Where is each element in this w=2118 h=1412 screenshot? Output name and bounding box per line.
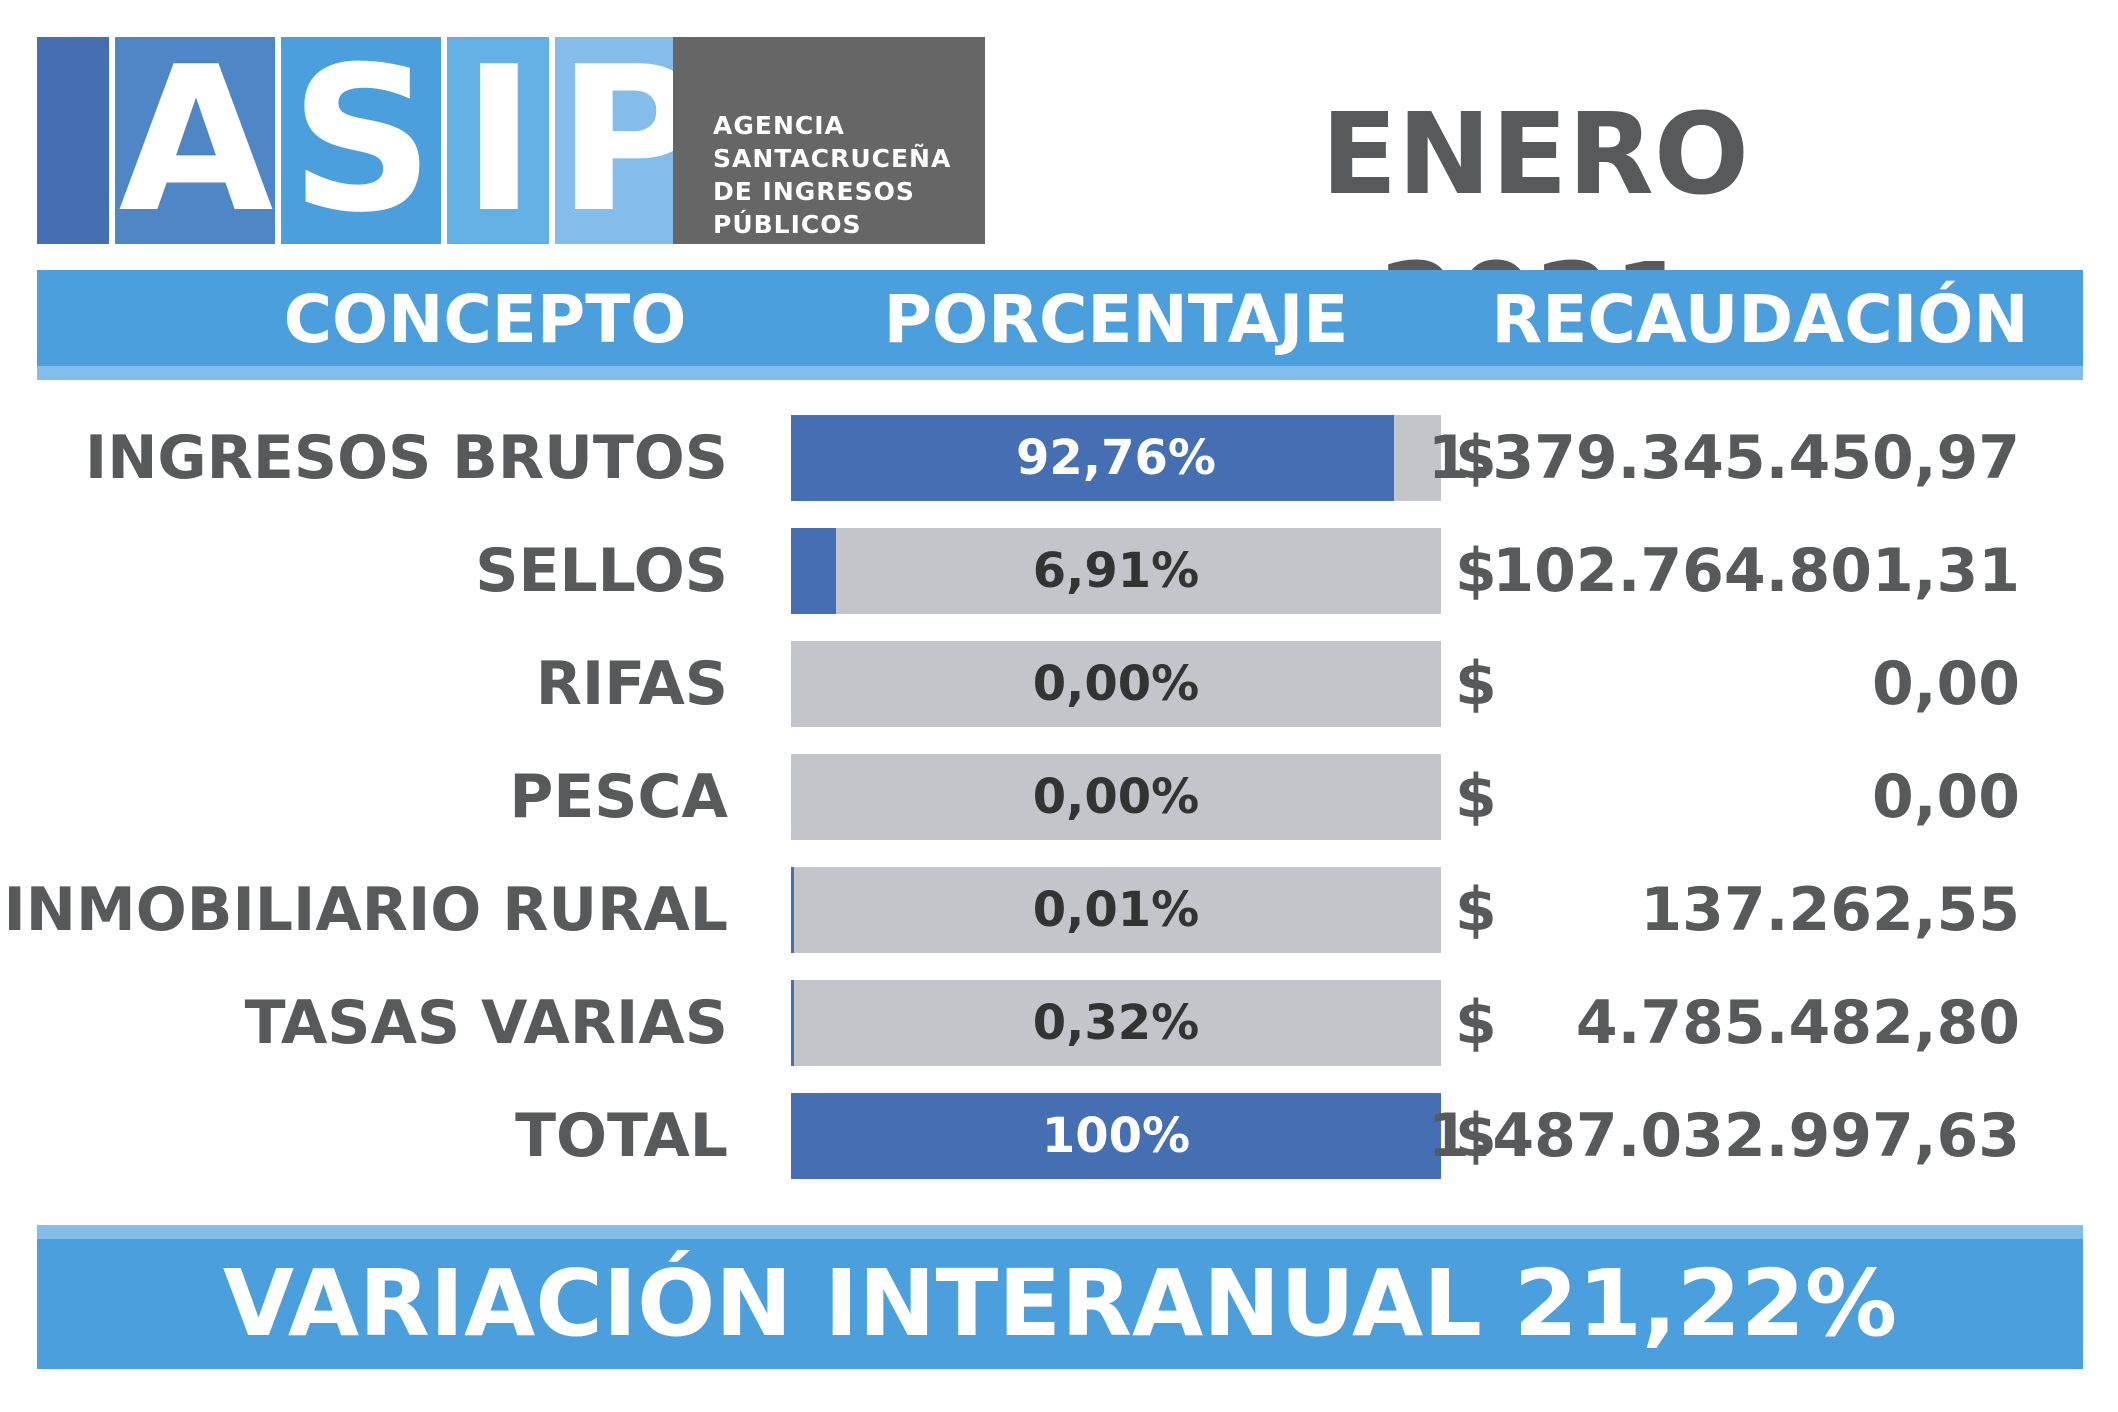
agency-line-2: SANTACRUCEÑA xyxy=(713,144,952,173)
currency-symbol: $ xyxy=(1455,988,1497,1058)
agency-line-3: DE INGRESOS xyxy=(713,177,915,206)
logo-bar-1 xyxy=(37,37,109,244)
row-label: TASAS VARIAS xyxy=(244,988,728,1058)
bar-percent-label: 0,01% xyxy=(1032,882,1200,938)
bar-track: 0,32% xyxy=(791,980,1441,1066)
bar-percent-label: 92,76% xyxy=(1016,430,1216,486)
row-amount: 1.379.345.450,97 xyxy=(1427,423,2020,493)
currency-symbol: $ xyxy=(1455,875,1497,945)
bar-fill xyxy=(791,980,794,1066)
bar-percent-label: 6,91% xyxy=(1032,543,1200,599)
agency-line-4: PÚBLICOS xyxy=(713,210,862,239)
bar-fill xyxy=(791,415,1394,501)
currency-symbol: $ xyxy=(1455,762,1497,832)
row-amount: 0,00 xyxy=(1871,762,2020,832)
row-label: TOTAL xyxy=(515,1101,728,1171)
table-header-bar xyxy=(37,270,2083,366)
bar-fill xyxy=(791,867,794,953)
row-label: PESCA xyxy=(509,762,728,832)
logo-block-s: S xyxy=(281,37,441,244)
logo-block-a: A xyxy=(115,37,275,244)
table-header-strip xyxy=(37,366,2083,380)
bar-track: 0,01% xyxy=(791,867,1441,953)
asip-logo: A S I P xyxy=(37,37,985,244)
interannual-variation: VARIACIÓN INTERANUAL 21,22% xyxy=(222,1250,1898,1357)
row-label: SELLOS xyxy=(475,536,728,606)
bar-track: 0,00% xyxy=(791,754,1441,840)
logo-letter-i: I xyxy=(461,23,536,257)
row-amount: 4.785.482,80 xyxy=(1575,988,2020,1058)
logo-letter-a: A xyxy=(118,23,274,257)
row-label: RIFAS xyxy=(535,649,728,719)
column-header-concepto: CONCEPTO xyxy=(283,281,687,358)
agency-line-1: AGENCIA xyxy=(713,111,845,140)
logo-block-i: I xyxy=(447,37,549,244)
currency-symbol: $ xyxy=(1455,649,1497,719)
column-header-porcentaje: PORCENTAJE xyxy=(883,281,1349,358)
agency-name: AGENCIA SANTACRUCEÑA DE INGRESOS PÚBLICO… xyxy=(713,109,951,241)
footer-strip xyxy=(37,1225,2083,1239)
row-label: INMOBILIARIO RURAL xyxy=(3,875,728,945)
bar-fill xyxy=(791,528,836,614)
bar-percent-label: 0,00% xyxy=(1032,769,1200,825)
row-amount: 0,00 xyxy=(1871,649,2020,719)
currency-symbol: $ xyxy=(1455,1101,1497,1171)
agency-name-block: AGENCIA SANTACRUCEÑA DE INGRESOS PÚBLICO… xyxy=(673,37,985,244)
bar-track: 0,00% xyxy=(791,641,1441,727)
bar-fill xyxy=(791,1093,1441,1179)
bar-percent-label: 0,32% xyxy=(1032,995,1200,1051)
logo-letter-s: S xyxy=(289,23,434,257)
row-amount: 1.487.032.997,63 xyxy=(1427,1101,2020,1171)
currency-symbol: $ xyxy=(1455,423,1497,493)
currency-symbol: $ xyxy=(1455,536,1497,606)
footer-bar xyxy=(37,1239,2083,1369)
row-amount: 137.262,55 xyxy=(1640,875,2020,945)
row-label: INGRESOS BRUTOS xyxy=(84,423,728,493)
column-header-recaudacion: RECAUDACIÓN xyxy=(1491,281,2029,358)
bar-track: 6,91% xyxy=(791,528,1441,614)
bar-percent-label: 0,00% xyxy=(1032,656,1200,712)
row-amount: 102.764.801,31 xyxy=(1492,536,2020,606)
bar-percent-label: 100% xyxy=(1041,1108,1191,1164)
bar-track: 100% xyxy=(791,1093,1441,1179)
bar-track: 92,76% xyxy=(791,415,1441,501)
